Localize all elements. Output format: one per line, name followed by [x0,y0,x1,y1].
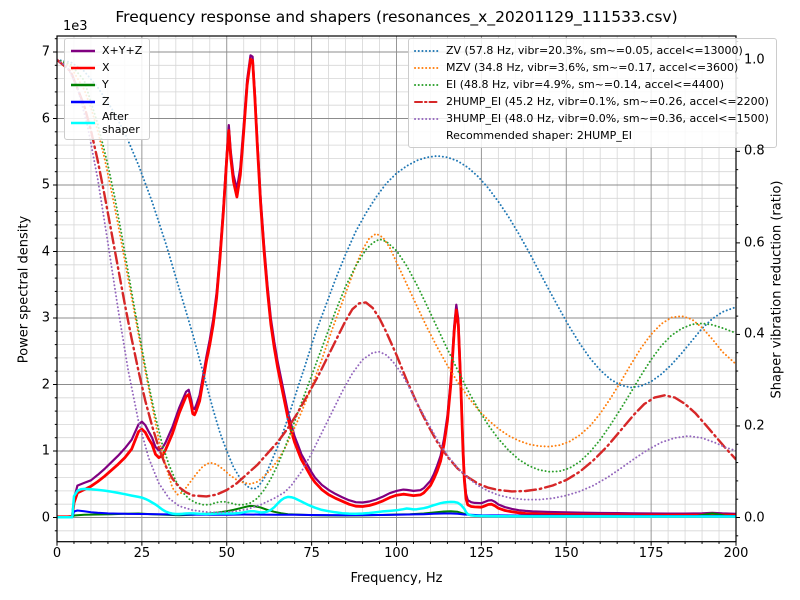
legend-swatch [70,97,96,107]
x-tick-label: 25 [133,546,151,561]
x-tick-label: 75 [303,546,320,561]
legend-psd: X+Y+Z X Y Z After shaper [64,38,151,140]
y-right-tick-label: 0.0 [744,510,765,525]
legend-recommended-note: Recommended shaper: 2HUMP_EI [446,129,632,142]
y-left-tick-label: 7 [41,44,50,60]
legend-line-swatch [71,66,95,69]
legend-item: X+Y+Z [70,42,142,59]
series-x [57,57,736,519]
series-zv [57,58,736,491]
x-tick-label: 50 [218,546,236,561]
legend-label: Y [102,78,109,91]
legend-item: Z [70,93,142,110]
legend-line-swatch [71,83,95,86]
y-left-tick-label: 1 [41,443,50,459]
y-right-tick-label: 0.6 [744,235,765,251]
grid-minor [57,36,736,542]
y-right-tick-label: 0.4 [744,326,765,342]
legend-item: EI (48.8 Hz, vibr=4.9%, sm~=0.14, accel<… [414,76,769,93]
y-axis-offset-label: 1e3 [63,19,88,34]
legend-item: After shaper [70,110,142,136]
y-left-tick-label: 2 [41,377,50,392]
y-right-tick-label: 0.2 [744,418,765,434]
legend-swatch [414,63,440,73]
y-left-tick-label: 5 [41,177,50,193]
y-left-tick-label: 4 [41,244,50,259]
legend-item: 3HUMP_EI (48.0 Hz, vibr=0.0%, sm~=0.36, … [414,110,769,127]
chart-title: Frequency response and shapers (resonanc… [115,8,678,26]
legend-swatch [414,114,440,124]
legend-item: ZV (57.8 Hz, vibr=20.3%, sm~=0.05, accel… [414,42,769,59]
legend-item: 2HUMP_EI (45.2 Hz, vibr=0.1%, sm~=0.26, … [414,93,769,110]
x-tick-label: 100 [384,546,409,561]
legend-line-swatch [414,49,440,52]
x-tick-label: 150 [553,546,579,561]
legend-item: MZV (34.8 Hz, vibr=3.6%, sm~=0.17, accel… [414,59,769,76]
legend-label: 3HUMP_EI (48.0 Hz, vibr=0.0%, sm~=0.36, … [446,112,769,125]
x-tick-label: 0 [52,546,62,561]
legend-label: Z [102,95,110,108]
legend-line-swatch [71,49,95,52]
legend-line-swatch [414,83,440,86]
x-tick-label: 175 [638,546,664,561]
legend-line-swatch [71,121,95,125]
y-right-tick-label: 0.8 [744,143,765,159]
y-left-tick-label: 0 [41,510,50,525]
legend-item: X [70,59,142,76]
legend-label: 2HUMP_EI (45.2 Hz, vibr=0.1%, sm~=0.26, … [446,95,769,108]
series-3hump-ei [57,58,736,514]
legend-shapers: ZV (57.8 Hz, vibr=20.3%, sm~=0.05, accel… [408,38,777,148]
y-axis-label-right: Shaper vibration reduction (ratio) [769,180,785,399]
legend-label: ZV (57.8 Hz, vibr=20.3%, sm~=0.05, accel… [446,44,743,57]
x-tick-label: 200 [723,546,749,561]
legend-swatch [70,63,96,73]
series-x-y-z [57,54,736,518]
legend-line-swatch [414,117,440,120]
legend-swatch [414,97,440,107]
series-ei [57,58,736,506]
legend-label: MZV (34.8 Hz, vibr=3.6%, sm~=0.17, accel… [446,61,739,74]
legend-label: X+Y+Z [102,44,143,57]
y-right-tick-label: 1.0 [744,52,765,68]
legend-swatch [70,80,96,90]
series-group [57,54,736,519]
legend-label: EI (48.8 Hz, vibr=4.9%, sm~=0.14, accel<… [446,78,724,91]
legend-line-swatch [71,100,95,103]
legend-swatch [70,46,96,56]
legend-swatch [70,118,96,128]
y-left-tick-label: 3 [41,310,50,326]
legend-swatch [414,46,440,56]
legend-line-swatch [414,100,440,103]
legend-label: After shaper [102,110,140,136]
legend-line-swatch [414,66,440,69]
series-2hump-ei [57,58,736,498]
x-tick-label: 125 [468,546,494,561]
x-axis-label: Frequency, Hz [350,571,443,586]
legend-label: X [102,61,110,74]
tick-marks [53,38,740,546]
legend-item: Y [70,76,142,93]
series-mzv [57,58,736,496]
series-after-shaper [57,487,736,519]
legend-swatch [414,80,440,90]
y-left-tick-label: 6 [41,111,50,126]
